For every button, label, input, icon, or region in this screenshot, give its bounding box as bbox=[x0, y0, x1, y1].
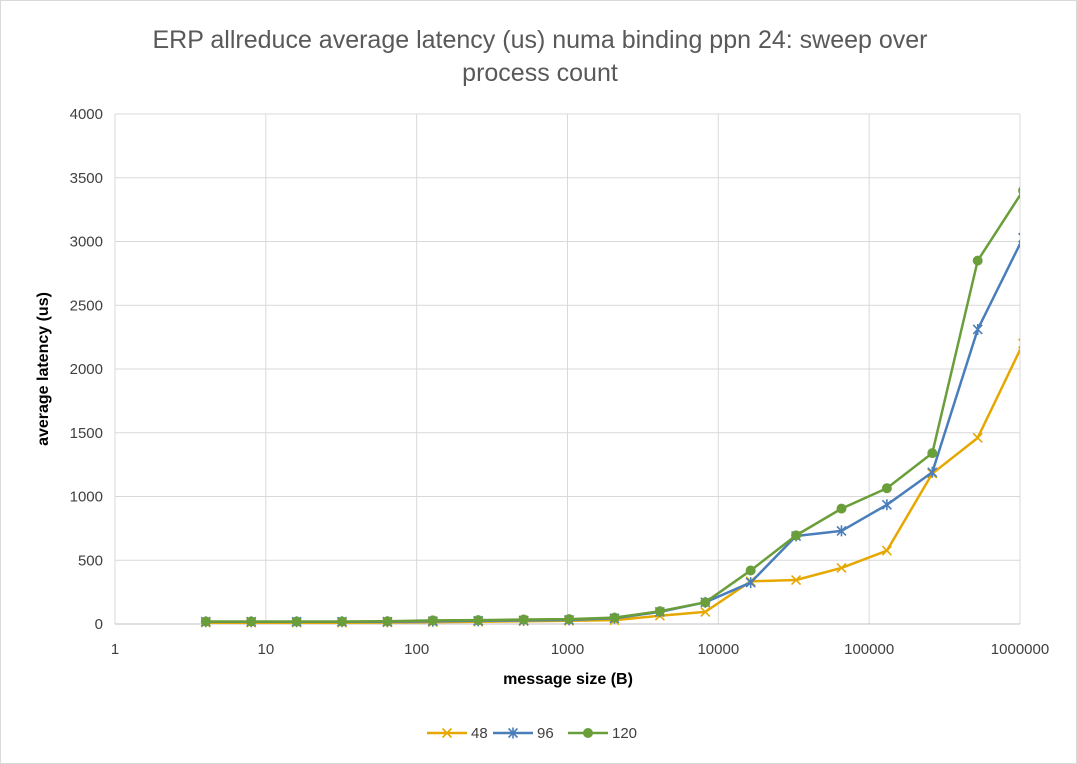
gridlines bbox=[114, 113, 1021, 625]
series-line-96 bbox=[205, 241, 1020, 623]
chart-title-line-1: ERP allreduce average latency (us) numa … bbox=[153, 26, 928, 54]
series-line-120 bbox=[205, 192, 1020, 623]
y-tick-label: 500 bbox=[78, 552, 103, 569]
data-point bbox=[1018, 186, 1020, 195]
data-point bbox=[564, 614, 575, 625]
data-point bbox=[881, 545, 892, 556]
y-axis-label: average latency (us) bbox=[35, 292, 52, 446]
x-axis-label: message size (B) bbox=[503, 671, 633, 688]
data-point bbox=[745, 565, 756, 576]
data-point bbox=[836, 562, 847, 573]
series-48 bbox=[200, 338, 1020, 628]
data-point bbox=[972, 255, 983, 266]
data-point bbox=[700, 597, 711, 608]
x-tick-label: 1 bbox=[111, 641, 119, 658]
chart-title-line-2: process count bbox=[462, 59, 618, 87]
x-tick-label: 10 bbox=[257, 641, 274, 658]
x-tick-label: 1000 bbox=[551, 641, 584, 658]
data-point bbox=[972, 432, 983, 443]
data-point bbox=[927, 466, 938, 478]
y-tick-label: 0 bbox=[95, 616, 103, 633]
data-point bbox=[246, 616, 257, 627]
data-point bbox=[881, 483, 892, 494]
data-point bbox=[518, 614, 529, 625]
legend-label: 96 bbox=[537, 725, 554, 742]
legend: 48 96 120 bbox=[427, 725, 637, 742]
data-point bbox=[337, 616, 348, 627]
data-point bbox=[791, 530, 802, 541]
series-120 bbox=[200, 186, 1020, 627]
data-point bbox=[927, 448, 938, 459]
data-point bbox=[700, 606, 711, 617]
legend-marker bbox=[507, 727, 519, 739]
legend-marker bbox=[441, 727, 453, 739]
x-tick-label: 10000 bbox=[697, 641, 739, 658]
y-tick-label: 1000 bbox=[70, 489, 103, 506]
series-96 bbox=[200, 232, 1020, 628]
x-tick-label: 100 bbox=[404, 641, 429, 658]
series-lines bbox=[200, 186, 1020, 628]
y-tick-label: 1500 bbox=[70, 425, 103, 442]
data-point bbox=[200, 616, 211, 627]
y-tick-label: 4000 bbox=[70, 106, 103, 123]
data-point bbox=[654, 606, 665, 617]
y-tick-label: 3500 bbox=[70, 170, 103, 187]
legend-label: 48 bbox=[471, 725, 488, 742]
x-axis-ticks: 1 10 100 1000 10000 100000 1000000 bbox=[111, 641, 1049, 658]
y-tick-label: 2500 bbox=[70, 297, 103, 314]
series-line-48 bbox=[205, 347, 1020, 624]
data-point bbox=[791, 574, 802, 586]
y-tick-label: 2000 bbox=[70, 361, 103, 378]
data-point bbox=[609, 612, 620, 623]
legend-marker bbox=[583, 728, 593, 738]
data-point bbox=[291, 616, 302, 627]
data-point bbox=[745, 577, 756, 589]
data-point bbox=[382, 616, 393, 627]
data-point bbox=[881, 499, 892, 511]
x-tick-label: 100000 bbox=[844, 641, 894, 658]
data-point bbox=[473, 615, 484, 626]
data-point bbox=[836, 503, 847, 514]
y-tick-label: 3000 bbox=[70, 234, 103, 251]
x-tick-label: 1000000 bbox=[991, 641, 1049, 658]
y-axis-ticks: 0 500 1000 1500 2000 2500 3000 3500 4000 bbox=[70, 106, 103, 633]
data-point bbox=[427, 615, 438, 626]
data-point bbox=[836, 525, 847, 537]
legend-label: 120 bbox=[612, 725, 637, 742]
data-point bbox=[972, 323, 983, 335]
